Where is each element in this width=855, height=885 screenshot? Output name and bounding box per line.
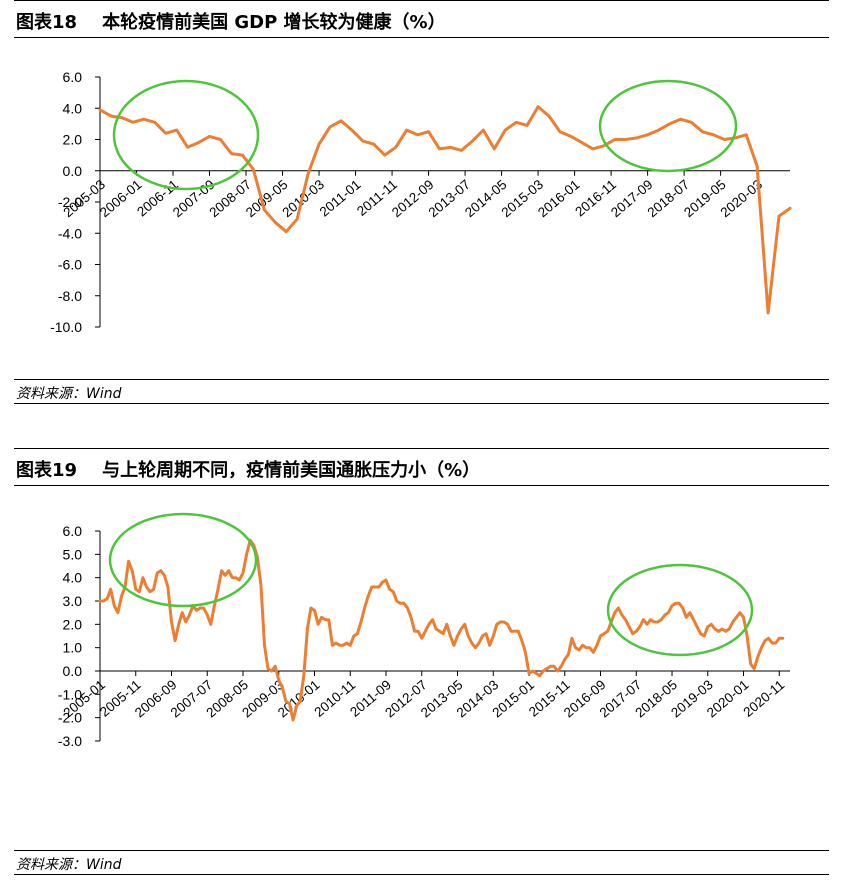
y-tick-label: -6.0 bbox=[58, 257, 82, 273]
y-tick-label: -4.0 bbox=[58, 225, 82, 241]
inflation-line-chart: 6.05.04.03.02.01.00.0-1.0-2.0-3.02005-01… bbox=[58, 512, 790, 749]
y-tick-label: 0.0 bbox=[63, 163, 83, 179]
chart-title-bar: 图表19 与上轮周期不同，疫情前美国通胀压力小（%） bbox=[14, 448, 829, 486]
source-label: 资料来源：Wind bbox=[16, 386, 122, 402]
x-tick-label: 2011-01 bbox=[317, 177, 364, 220]
x-tick-label: 2020-11 bbox=[740, 677, 787, 720]
y-tick-label: 6.0 bbox=[63, 69, 83, 85]
gdp-line-chart: 6.04.02.00.0-2.0-4.0-6.0-8.0-10.02005-03… bbox=[50, 69, 792, 335]
chart-title: 图表18 本轮疫情前美国 GDP 增长较为健康（%） bbox=[16, 12, 446, 33]
highlight-ellipse bbox=[598, 79, 738, 173]
x-tick-label: 2016-01 bbox=[535, 177, 583, 220]
source-bar: 资料来源：Wind bbox=[14, 379, 829, 404]
y-tick-label: 4.0 bbox=[63, 570, 83, 586]
y-tick-label: 2.0 bbox=[63, 616, 83, 632]
y-tick-label: 1.0 bbox=[63, 640, 83, 656]
source-label: 资料来源：Wind bbox=[16, 857, 122, 873]
highlight-ellipse bbox=[606, 563, 754, 657]
y-tick-label: 5.0 bbox=[63, 546, 83, 562]
chart-title: 图表19 与上轮周期不同，疫情前美国通胀压力小（%） bbox=[16, 460, 481, 481]
chart-title-bar: 图表18 本轮疫情前美国 GDP 增长较为健康（%） bbox=[14, 0, 829, 38]
source-bar: 资料来源：Wind bbox=[14, 850, 829, 875]
y-tick-label: -2.0 bbox=[58, 194, 82, 210]
y-tick-label: 6.0 bbox=[63, 523, 83, 539]
y-tick-label: -8.0 bbox=[58, 288, 82, 304]
figure-19: 图表19 与上轮周期不同，疫情前美国通胀压力小（%） 6.0 5.0 4.0 3.0 2… bbox=[0, 448, 855, 885]
series-line bbox=[98, 538, 785, 722]
y-tick-label: -3.0 bbox=[58, 733, 82, 749]
highlight-ellipse bbox=[108, 512, 258, 608]
figure-18: 图表18 本轮疫情前美国 GDP 增长较为健康（%） 6.0 4.0 2.0 0.0 -… bbox=[0, 0, 855, 420]
x-tick-label: 2006-01 bbox=[97, 177, 145, 220]
highlight-ellipse bbox=[112, 79, 260, 191]
y-tick-label: -2.0 bbox=[58, 710, 82, 726]
y-tick-label: 3.0 bbox=[63, 593, 83, 609]
y-tick-label: 2.0 bbox=[63, 132, 83, 148]
y-tick-label: -1.0 bbox=[58, 686, 82, 702]
y-tick-label: 0.0 bbox=[63, 663, 83, 679]
series-line bbox=[98, 105, 792, 315]
y-tick-label: 4.0 bbox=[63, 100, 83, 116]
y-tick-label: -10.0 bbox=[50, 319, 82, 335]
